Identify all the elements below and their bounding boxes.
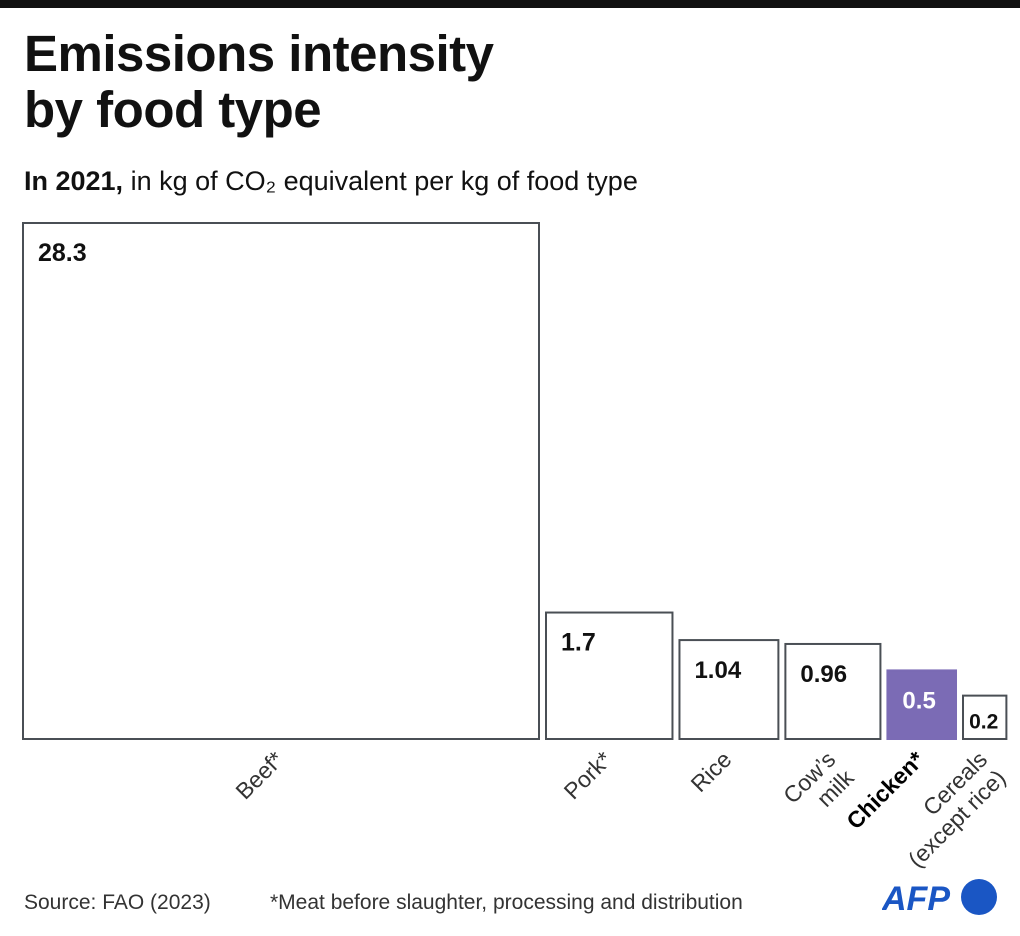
subtitle-unit: in kg of CO₂ equivalent per kg of food t… (123, 166, 638, 196)
category-label-line: Rice (686, 746, 737, 797)
afp-logo-text: AFP (882, 880, 950, 918)
chart-title: Emissions intensity by food type (24, 26, 724, 138)
bar-4 (886, 669, 958, 740)
chart-area: 28.3Beef*1.7Pork*1.04Rice0.96Cow’smilk0.… (22, 222, 1011, 872)
bar-3 (784, 642, 882, 740)
footnote: *Meat before slaughter, processing and d… (270, 891, 743, 914)
category-label-line: Pork* (559, 746, 617, 804)
category-label: Pork* (559, 746, 617, 804)
subtitle-year: In 2021, (24, 166, 124, 196)
bar-value-label: 0.96 (800, 661, 847, 688)
category-label: Rice (686, 746, 737, 797)
bar-5 (962, 694, 1008, 741)
bar-2 (678, 639, 780, 741)
category-label: Chicken* (841, 746, 929, 834)
bar-1 (545, 611, 674, 741)
bar-value-label: 28.3 (38, 239, 87, 267)
category-label: Beef* (230, 746, 288, 804)
afp-logo: AFP (882, 879, 997, 918)
bar-group: 1.04 Rice (678, 639, 780, 797)
chart-title-line-1: Emissions intensity (24, 25, 494, 82)
top-rule (0, 0, 1020, 8)
category-label-line: Beef* (230, 746, 288, 804)
bar-value-label: 1.7 (561, 629, 596, 657)
bar-value-label: 0.2 (969, 711, 998, 734)
bar-value-label: 1.04 (694, 657, 741, 684)
bar-value-label: 0.5 (902, 687, 935, 714)
chart-subtitle: In 2021, in kg of CO₂ equivalent per kg … (24, 164, 638, 198)
bar-group: 28.3 Beef* (22, 222, 540, 804)
afp-logo-dot (961, 879, 997, 915)
source-note: Source: FAO (2023) (24, 891, 211, 914)
bar-group: 1.7 Pork* (545, 611, 674, 804)
chart-title-line-2: by food type (24, 81, 322, 138)
category-label-line: Chicken* (841, 746, 929, 834)
bar-0 (22, 222, 540, 740)
